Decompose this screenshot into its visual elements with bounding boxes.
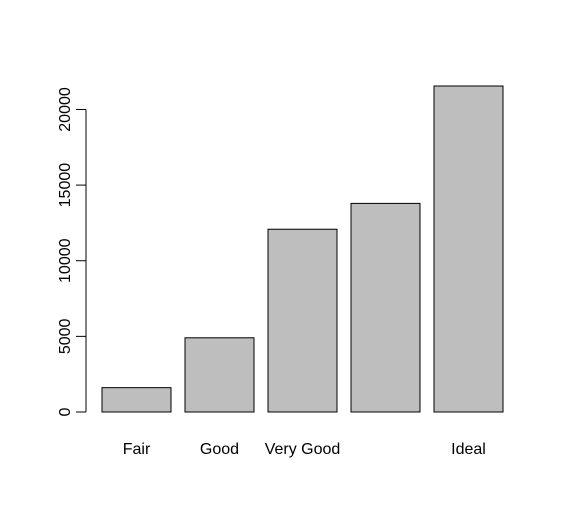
y-tick-label: 10000 [57,238,74,283]
category-label: Very Good [265,441,341,458]
y-tick-label: 20000 [57,87,74,132]
bar [267,228,338,413]
category-label: Ideal [451,441,486,458]
category-label: Good [200,441,239,458]
bar [101,387,172,413]
y-tick-label: 5000 [57,318,74,354]
y-tick-label: 0 [57,407,74,416]
category-label: Fair [123,441,151,458]
bar [184,337,255,413]
bar [433,85,504,413]
y-tick-label: 15000 [57,163,74,208]
bar [350,202,421,413]
